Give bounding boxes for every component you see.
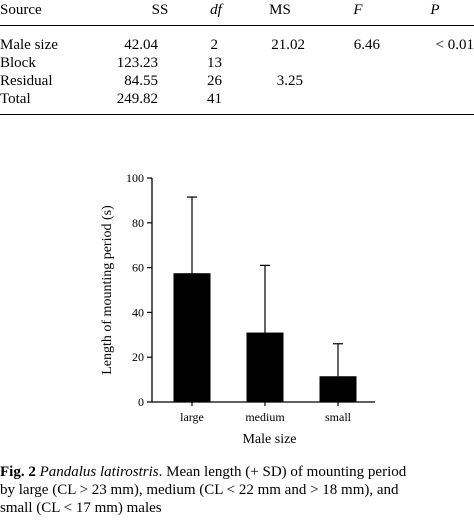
header-f: F: [353, 2, 363, 18]
table-rule-header: [0, 25, 474, 26]
header-p: P: [430, 2, 440, 18]
category-label: small: [325, 410, 352, 424]
caption-line-1: Fig. 2 Pandalus latirostris. Mean length…: [0, 463, 474, 481]
header-df: df: [210, 2, 222, 18]
anova-table: Source SS df MS F P Male size 42.04 2 21…: [0, 0, 474, 130]
y-axis-title: Length of mounting period (s): [100, 205, 115, 375]
caption-label: Fig. 2: [0, 464, 36, 480]
y-tick-label: 20: [132, 350, 144, 364]
row-df: 26: [207, 73, 222, 89]
x-axis-title: Male size: [242, 432, 296, 447]
row-p: < 0.01: [435, 37, 474, 53]
category-label: large: [180, 410, 204, 424]
caption-line1-rest: . Mean length (+ SD) of mounting period: [158, 464, 407, 480]
row-source: Block: [0, 55, 36, 71]
caption-line-3: small (CL < 17 mm) males: [0, 500, 162, 516]
row-source: Total: [0, 91, 31, 107]
header-source: Source: [0, 2, 42, 18]
row-ss: 123.23: [116, 55, 158, 71]
y-tick-label: 40: [132, 305, 144, 319]
y-tick-label: 100: [126, 171, 144, 185]
row-source: Residual: [0, 73, 53, 89]
row-f: 6.46: [353, 37, 380, 53]
row-source: Male size: [0, 37, 58, 53]
bar: [173, 273, 211, 402]
row-df: 13: [207, 55, 222, 71]
y-tick-label: 0: [138, 395, 144, 409]
bar-chart: 0 20 40 60 80 100 large medium small Male size Len…: [100, 171, 375, 447]
row-ss: 249.82: [116, 91, 158, 107]
y-tick-label: 60: [132, 261, 144, 275]
bar: [246, 332, 284, 402]
figure-caption: Fig. 2 Pandalus latirostris. Mean length…: [0, 463, 474, 517]
header-ms: MS: [269, 2, 291, 18]
y-tick-label: 80: [132, 216, 144, 230]
header-ss: SS: [151, 2, 169, 18]
caption-line-2: by large (CL > 23 mm), medium (CL < 22 m…: [0, 482, 399, 498]
table-rule-bottom: [0, 114, 474, 115]
row-ms: 21.02: [271, 37, 305, 53]
row-df: 41: [207, 91, 222, 107]
bar: [319, 376, 357, 402]
row-df: 2: [210, 37, 219, 53]
caption-species: Pandalus latirostris: [39, 464, 159, 480]
row-ss: 84.55: [124, 73, 158, 89]
category-label: medium: [245, 410, 285, 424]
row-ms: 3.25: [276, 73, 303, 89]
row-ss: 42.04: [124, 37, 158, 53]
